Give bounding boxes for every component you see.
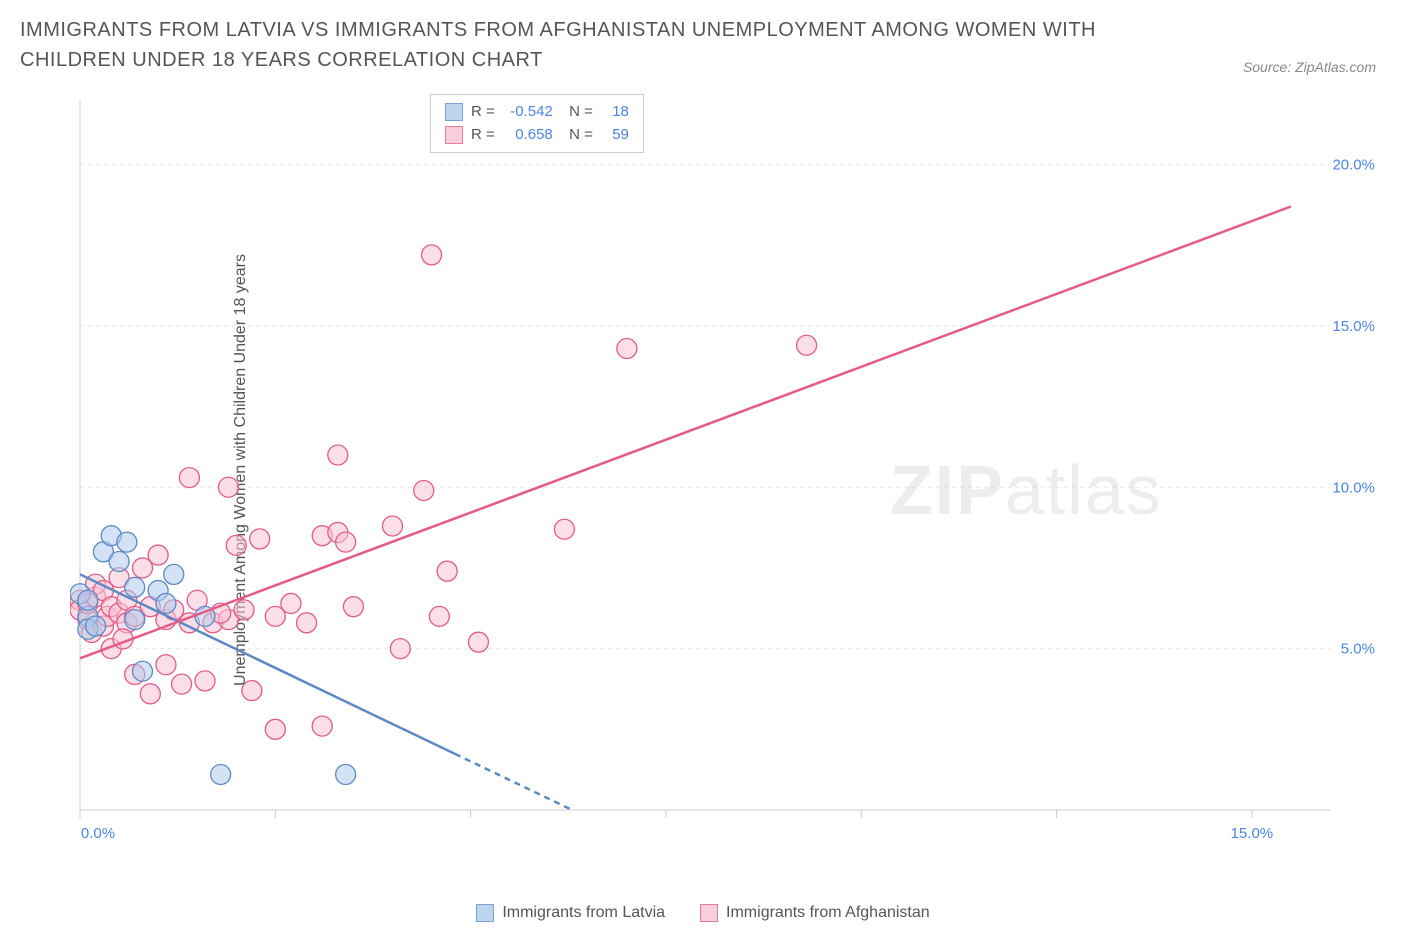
legend-label: Immigrants from Latvia [502, 904, 665, 922]
scatter-point [179, 468, 199, 488]
scatter-point [242, 681, 262, 701]
legend-item: Immigrants from Afghanistan [700, 904, 930, 922]
r-value: -0.542 [503, 101, 553, 124]
legend-swatch [445, 103, 463, 121]
bottom-legend: Immigrants from Latvia Immigrants from Af… [0, 904, 1406, 922]
scatter-point [148, 545, 168, 565]
scatter-point [250, 529, 270, 549]
chart-header: IMMIGRANTS FROM LATVIA VS IMMIGRANTS FRO… [0, 0, 1406, 85]
scatter-point [218, 477, 238, 497]
scatter-point [797, 335, 817, 355]
svg-text:20.0%: 20.0% [1332, 157, 1375, 174]
n-value: 59 [601, 124, 629, 147]
scatter-point [78, 590, 98, 610]
info-row: R = 0.658 N = 59 [445, 124, 629, 147]
scatter-point [140, 684, 160, 704]
legend-label: Immigrants from Afghanistan [726, 904, 930, 922]
legend-item: Immigrants from Latvia [476, 904, 665, 922]
scatter-point [109, 552, 129, 572]
scatter-point [133, 661, 153, 681]
scatter-point [468, 632, 488, 652]
scatter-point [164, 564, 184, 584]
svg-text:15.0%: 15.0% [1231, 825, 1274, 842]
scatter-point [226, 535, 246, 555]
scatter-point [265, 719, 285, 739]
scatter-plot: 5.0% 10.0% 15.0% 20.0% 0.0% 15.0% [70, 90, 1380, 850]
info-row: R = -0.542 N = 18 [445, 101, 629, 124]
scatter-point [156, 593, 176, 613]
scatter-point [297, 613, 317, 633]
legend-swatch [700, 904, 718, 922]
scatter-point [86, 616, 106, 636]
chart-title: IMMIGRANTS FROM LATVIA VS IMMIGRANTS FRO… [20, 15, 1120, 75]
scatter-point [234, 600, 254, 620]
correlation-info-box: R = -0.542 N = 18R = 0.658 N = 59 [430, 94, 644, 153]
r-value: 0.658 [503, 124, 553, 147]
scatter-point [117, 532, 137, 552]
chart-area: Unemployment Among Women with Children U… [70, 90, 1380, 850]
scatter-point [195, 671, 215, 691]
svg-text:0.0%: 0.0% [81, 825, 115, 842]
scatter-point [437, 561, 457, 581]
scatter-point [414, 481, 434, 501]
scatter-point [422, 245, 442, 265]
scatter-point [172, 674, 192, 694]
legend-swatch [476, 904, 494, 922]
scatter-point [336, 532, 356, 552]
source-label: Source: ZipAtlas.com [1243, 59, 1376, 75]
svg-text:5.0%: 5.0% [1341, 641, 1375, 658]
scatter-point [125, 577, 145, 597]
scatter-point [336, 765, 356, 785]
scatter-point [429, 606, 449, 626]
scatter-point [343, 597, 363, 617]
scatter-point [328, 445, 348, 465]
trend-line [80, 207, 1291, 659]
scatter-point [383, 516, 403, 536]
scatter-point [390, 639, 410, 659]
scatter-point [312, 716, 332, 736]
scatter-point [281, 593, 301, 613]
scatter-point [156, 655, 176, 675]
scatter-point [125, 610, 145, 630]
scatter-point [554, 519, 574, 539]
scatter-point [617, 339, 637, 359]
n-value: 18 [601, 101, 629, 124]
legend-swatch [445, 126, 463, 144]
scatter-point [211, 765, 231, 785]
svg-text:15.0%: 15.0% [1332, 318, 1375, 335]
trend-line-extrapolated [455, 754, 572, 810]
svg-text:10.0%: 10.0% [1332, 479, 1375, 496]
